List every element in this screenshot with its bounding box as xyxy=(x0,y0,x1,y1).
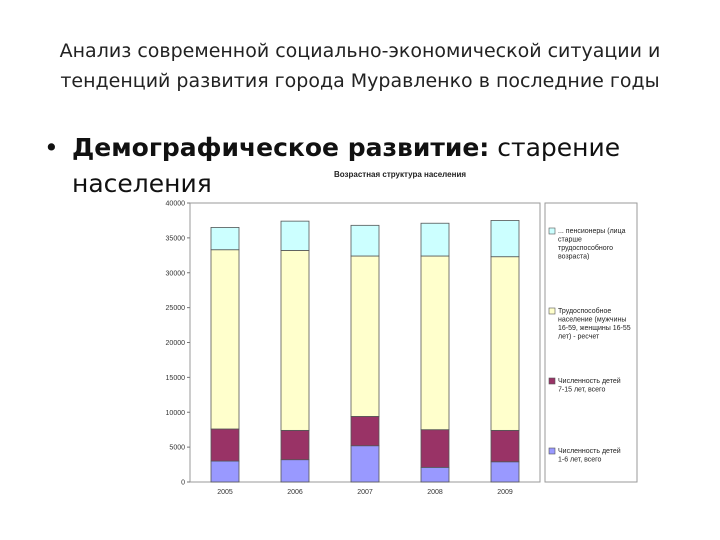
bar-segment xyxy=(490,256,520,431)
legend-box xyxy=(544,202,638,483)
legend-swatch xyxy=(548,307,556,315)
y-tick-label: 40000 xyxy=(166,201,186,208)
x-tick-label: 2009 xyxy=(497,489,513,496)
bar-segment xyxy=(420,255,450,431)
bar-segment xyxy=(350,224,380,257)
y-tick-label: 25000 xyxy=(166,305,186,312)
bar-segment xyxy=(210,249,240,430)
legend-label: Численность детей 7-15 лет, всего xyxy=(558,377,621,394)
slide-title-line-2: тенденций развития города Муравленко в п… xyxy=(60,70,660,92)
bar-segment xyxy=(420,429,450,468)
bullet-bold-text: Демографическое развитие: xyxy=(72,133,490,162)
bar-segment xyxy=(280,459,310,483)
bullet-dot-icon: • xyxy=(44,133,59,162)
bar-segment xyxy=(420,466,450,483)
bar-segment xyxy=(490,220,520,258)
age-structure-chart: 0 5000 10000 15000 20000 25000 30000 35000 40000… xyxy=(166,201,638,496)
y-tick-label: 5000 xyxy=(169,445,185,452)
bar-segment xyxy=(210,227,240,251)
y-tick-label: 0 xyxy=(181,480,185,487)
y-tick-label: 35000 xyxy=(166,235,186,242)
x-tick-label: 2006 xyxy=(287,489,303,496)
x-tick-label: 2005 xyxy=(217,489,233,496)
legend-swatch xyxy=(548,377,556,385)
legend-swatch xyxy=(548,447,556,455)
legend-label: Трудоспособное население (мужчины 16-59, ж… xyxy=(558,307,631,341)
bar-segment xyxy=(350,255,380,417)
bullet-line-2: населения xyxy=(72,169,212,198)
bullet-rest-text: старение xyxy=(489,133,621,162)
bar-segment xyxy=(350,445,380,483)
legend-label: ... пенсионеры (лица старше трудоспособног… xyxy=(558,228,626,261)
slide-title-line-1: Анализ современной социально-экономическ… xyxy=(59,40,661,62)
y-tick-label: 15000 xyxy=(166,375,186,382)
bar-segment xyxy=(210,460,240,483)
chart-title: Возрастная структура населения xyxy=(333,170,467,179)
bar-segment xyxy=(490,461,520,483)
x-tick-label: 2008 xyxy=(427,489,443,496)
legend-label: Численность детей 1-6 лет, всего xyxy=(558,447,621,464)
bar-segment xyxy=(490,429,520,463)
bar-segment xyxy=(280,220,310,251)
legend-swatch xyxy=(548,227,556,235)
y-tick-label: 20000 xyxy=(166,340,186,347)
x-tick-label: 2007 xyxy=(357,489,373,496)
bullet-text: Демографическое развитие: старение насел… xyxy=(72,130,632,202)
slide-title: Анализ современной социально-экономическ… xyxy=(20,36,700,96)
bar-segment xyxy=(210,428,240,462)
bar-segment xyxy=(350,416,380,447)
y-tick-label: 30000 xyxy=(166,270,186,277)
bar-segment xyxy=(420,222,450,257)
y-tick-label: 10000 xyxy=(166,410,186,417)
bar-segment xyxy=(280,429,310,461)
bar-segment xyxy=(280,250,310,431)
